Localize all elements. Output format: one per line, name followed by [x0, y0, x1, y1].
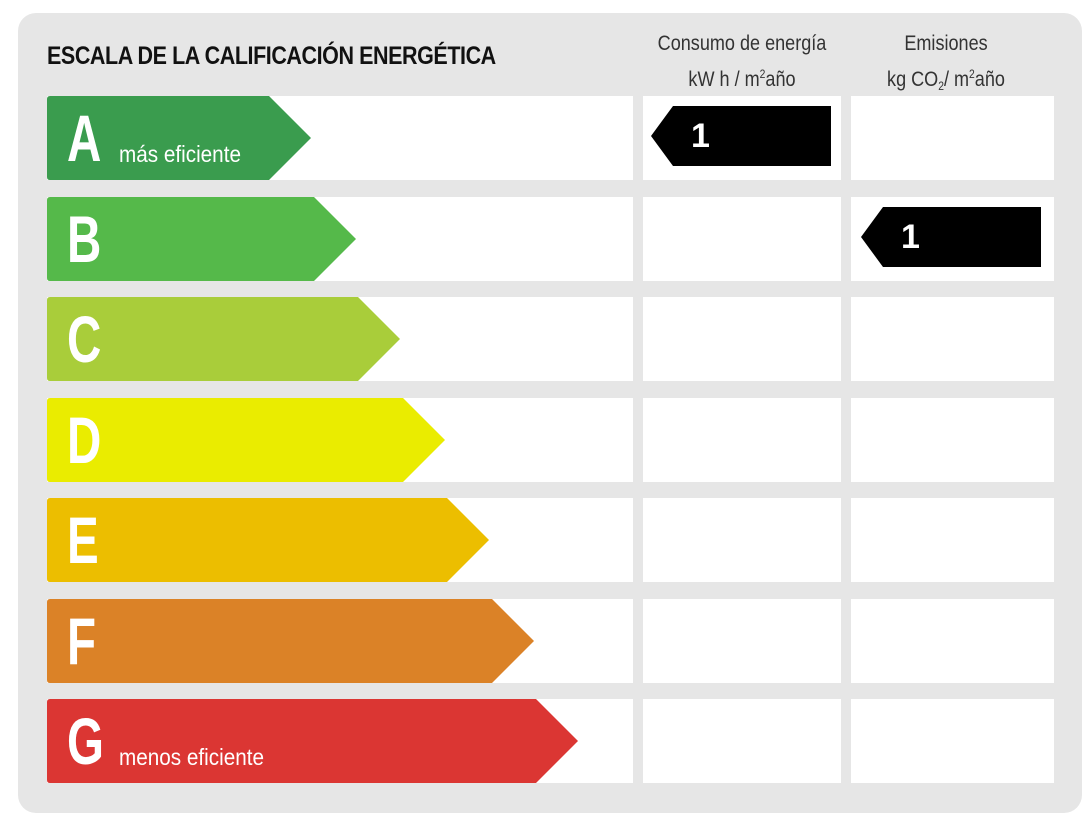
rating-letter-d: D [67, 403, 102, 477]
rating-letter-g: G [67, 704, 104, 778]
energy-rating-marker: 1 [651, 106, 831, 166]
energy-marker-arrow [651, 106, 831, 166]
row-g-cell-b [643, 699, 841, 783]
rating-arrow-shape-g [47, 699, 578, 783]
row-f-cell-b [643, 599, 841, 683]
energy-column-unit: kW h / m2año [688, 67, 796, 91]
row-c-cell-c [851, 297, 1054, 381]
row-c-cell-b [643, 297, 841, 381]
emissions-marker-arrow [861, 207, 1041, 267]
rating-bar-f: F [47, 599, 534, 683]
rating-arrow-f [47, 599, 534, 683]
emissions-rating-marker: 1 [861, 207, 1041, 267]
rating-arrow-shape-c [47, 297, 400, 381]
rating-arrow-d [47, 398, 445, 482]
emissions-marker-shape [861, 207, 1041, 267]
rating-arrow-c [47, 297, 400, 381]
emissions-marker-value: 1 [901, 218, 920, 256]
rating-arrow-a [47, 96, 311, 180]
emissions-column-unit: kg CO2/ m2año [887, 67, 1005, 93]
page-title: ESCALA DE LA CALIFICACIÓN ENERGÉTICA [47, 42, 496, 70]
rating-letter-e: E [67, 503, 99, 577]
rating-arrow-shape-b [47, 197, 356, 281]
emissions-column-header: Emisiones kg CO2/ m2año [851, 28, 1040, 102]
rating-arrow-e [47, 498, 489, 582]
rating-letter-c: C [67, 302, 102, 376]
row-e-cell-c [851, 498, 1054, 582]
rating-bar-b: B [47, 197, 356, 281]
rating-letter-a: A [67, 101, 102, 175]
emissions-column-title: Emisiones [904, 32, 988, 55]
rating-letter-f: F [67, 604, 97, 678]
row-b-cell-b [643, 197, 841, 281]
energy-column-header: Consumo de energía kW h / m2año [647, 28, 836, 95]
rating-arrow-g [47, 699, 578, 783]
energy-marker-shape [651, 106, 831, 166]
rating-bar-d: D [47, 398, 445, 482]
rating-arrow-shape-f [47, 599, 534, 683]
rating-arrow-b [47, 197, 356, 281]
row-d-cell-b [643, 398, 841, 482]
row-g-cell-c [851, 699, 1054, 783]
energy-marker-value: 1 [691, 117, 710, 155]
rating-label-a: más eficiente [119, 141, 241, 167]
rating-bar-c: C [47, 297, 400, 381]
rating-label-g: menos eficiente [119, 744, 264, 770]
row-a-cell-c [851, 96, 1054, 180]
rating-letter-b: B [67, 202, 102, 276]
row-d-cell-c [851, 398, 1054, 482]
rating-arrow-shape-a [47, 96, 311, 180]
rating-bar-e: E [47, 498, 489, 582]
row-e-cell-b [643, 498, 841, 582]
rating-arrow-shape-e [47, 498, 489, 582]
rating-arrow-shape-d [47, 398, 445, 482]
energy-column-title: Consumo de energía [657, 32, 827, 55]
row-f-cell-c [851, 599, 1054, 683]
